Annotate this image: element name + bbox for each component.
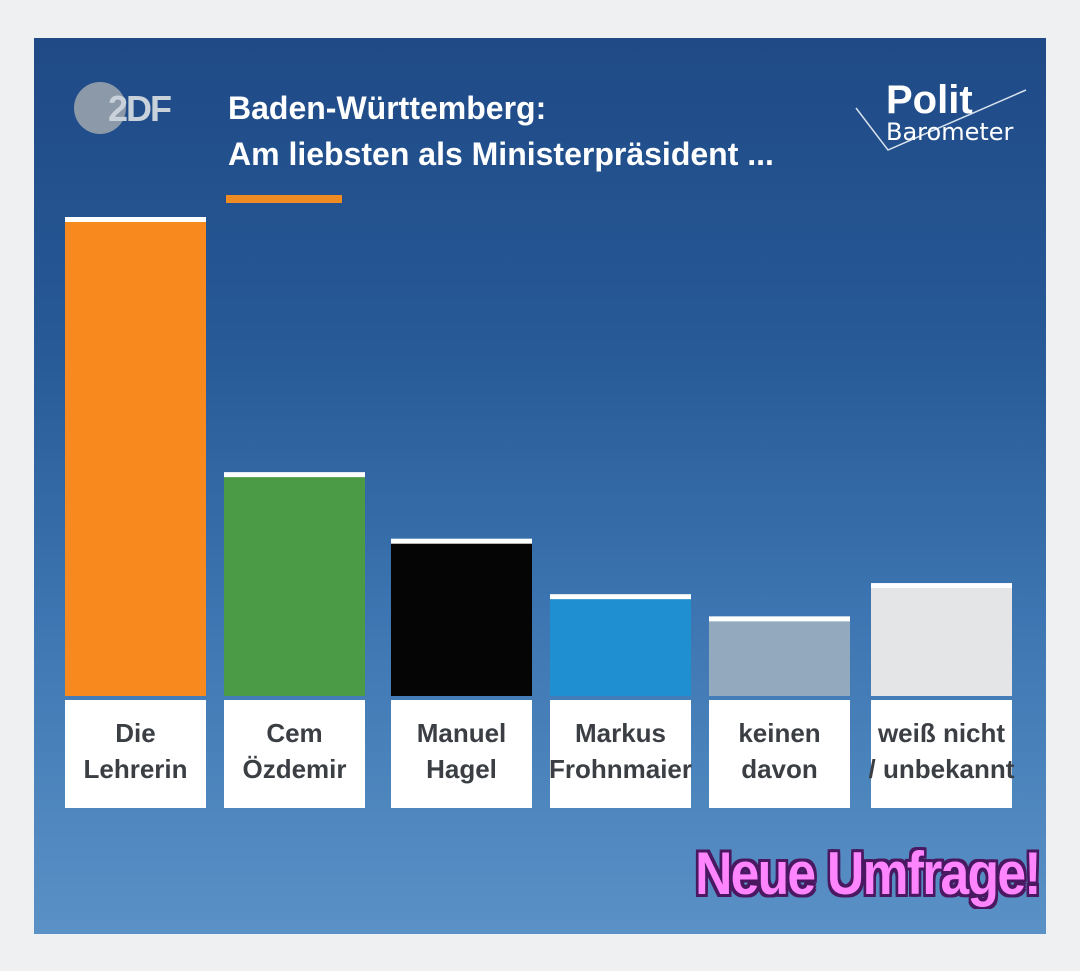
- bar-0: [65, 219, 206, 696]
- category-box-2: Manuel Hagel: [391, 700, 532, 808]
- category-label-5-1: / unbekannt: [868, 754, 1015, 784]
- category-label-2-1: Hagel: [426, 754, 497, 784]
- bar-5: [871, 585, 1012, 696]
- category-box-1: Cem Özdemir: [224, 700, 365, 808]
- chart-title: Baden-Württemberg:: [228, 90, 547, 126]
- category-label-4-1: davon: [741, 754, 818, 784]
- chart-panel: 2DF Baden-Württemberg: Am liebsten als M…: [34, 38, 1046, 934]
- category-label-1-1: Özdemir: [242, 754, 347, 784]
- bar-cap-5: [871, 583, 1012, 589]
- politbarometer-barometer: Barometer: [886, 118, 1014, 146]
- bar-cap-4: [709, 616, 850, 622]
- category-label-3-0: Markus: [574, 718, 667, 748]
- zdf-logo-circle: [74, 82, 126, 134]
- zdf-logo-text: 2DF: [108, 88, 172, 129]
- politbarometer-logo: Polit Barometer: [846, 78, 1036, 158]
- bar-cap-3: [550, 594, 691, 600]
- headline-overlay: Neue Umfrage!: [695, 840, 1041, 907]
- category-box-5: weiß nicht / unbekannt: [868, 700, 1015, 808]
- bar-cap-0: [65, 217, 206, 222]
- category-label-3-1: Frohnmaier: [548, 754, 693, 784]
- checkmark-icon: [855, 89, 1027, 151]
- bar-chart: [65, 217, 1012, 696]
- category-label-5-0: weiß nicht: [877, 718, 1006, 748]
- politbarometer-polit: Polit: [886, 78, 973, 122]
- bar-4: [709, 618, 850, 696]
- bar-cap-2: [391, 538, 532, 544]
- category-box-4: keinen davon: [709, 700, 850, 808]
- category-box-3: Markus Frohnmaier: [548, 700, 693, 808]
- zdf-logo: 2DF: [74, 82, 184, 134]
- category-label-0-0: Die: [115, 718, 156, 748]
- bar-2: [391, 540, 532, 696]
- category-label-2-0: Manuel: [416, 718, 507, 748]
- category-label-4-0: keinen: [738, 718, 821, 748]
- category-box-0: Die Lehrerin: [65, 700, 206, 808]
- bar-1: [224, 474, 365, 696]
- category-label-1-0: Cem: [266, 718, 323, 748]
- bar-cap-1: [224, 472, 365, 478]
- chart-subtitle: Am liebsten als Ministerpräsident ...: [228, 136, 774, 172]
- category-label-0-1: Lehrerin: [83, 754, 188, 784]
- title-underline: [226, 195, 342, 203]
- bar-3: [550, 596, 691, 696]
